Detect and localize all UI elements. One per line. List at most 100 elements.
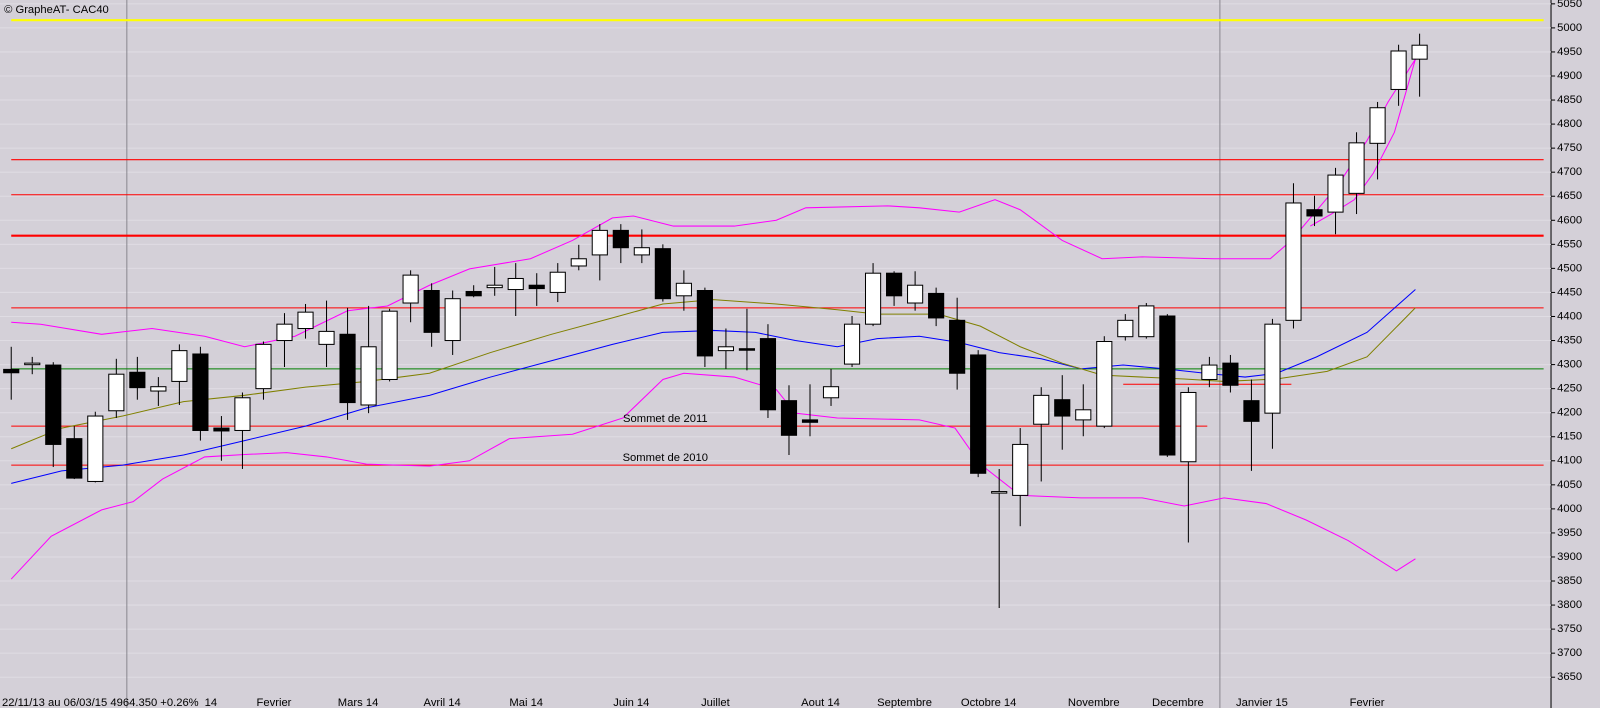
candle-body <box>654 248 671 300</box>
y-tick-label: 3900 <box>1557 551 1582 563</box>
x-tick-label: Septembre <box>877 697 932 708</box>
x-tick-label: Aout 14 <box>801 697 840 708</box>
indicator-line <box>11 299 1416 450</box>
y-tick-label: 4850 <box>1557 94 1582 106</box>
x-tick-label: Avril 14 <box>424 697 461 708</box>
x-tick-label: Juillet <box>701 697 731 708</box>
candle-body <box>171 350 188 382</box>
candle-body <box>1159 315 1176 456</box>
candle-body <box>66 438 83 479</box>
candle-body <box>1285 202 1302 321</box>
candle-body <box>1012 443 1029 496</box>
candle-body <box>360 346 377 406</box>
chart-title: © GrapheAT- CAC40 <box>4 4 109 16</box>
candle-body <box>907 284 924 304</box>
x-tick-label: Janvier 15 <box>1236 697 1288 708</box>
candle-body <box>1222 362 1239 386</box>
y-tick-label: 5000 <box>1557 22 1582 34</box>
indicator-line <box>10 372 1416 580</box>
candle-body <box>213 427 230 432</box>
candle-body <box>864 272 882 325</box>
candle-body <box>1390 50 1407 90</box>
candle-body <box>843 323 861 365</box>
candle-body <box>1117 319 1134 338</box>
y-tick-label: 4250 <box>1557 383 1582 395</box>
labels: 3650 3700 3750 3800 3850 3900 3950 4000 4050 4100… <box>205 0 1582 708</box>
y-tick-label: 3750 <box>1557 623 1582 635</box>
candle-body <box>1180 391 1197 463</box>
candle-body <box>192 353 209 431</box>
candle-body <box>444 298 461 342</box>
x-tick-label: Juin 14 <box>613 697 649 708</box>
candle-body <box>949 319 966 374</box>
candle-body <box>1264 323 1281 414</box>
candle-body <box>465 290 482 297</box>
candle-body <box>318 330 335 345</box>
level-label: Sommet de 2011 <box>623 413 708 425</box>
candle-body <box>1411 44 1428 60</box>
y-tick-label: 3800 <box>1557 599 1582 611</box>
candle-body <box>759 338 777 411</box>
candle-body <box>928 292 945 319</box>
y-tick-label: 4650 <box>1557 190 1582 202</box>
candle-body <box>3 368 20 374</box>
y-tick-label: 4350 <box>1557 335 1582 347</box>
y-tick-label: 3850 <box>1557 575 1582 587</box>
y-tick-label: 4800 <box>1557 118 1582 130</box>
y-tick-label: 4450 <box>1557 286 1582 298</box>
y-tick-label: 4150 <box>1557 431 1582 443</box>
candle-body <box>381 310 398 381</box>
candle-body <box>1369 107 1386 144</box>
y-tick-label: 4100 <box>1557 455 1582 467</box>
y-tick-label: 4950 <box>1557 46 1582 58</box>
candle-body <box>1096 340 1113 427</box>
candle-body <box>255 343 272 390</box>
info-text: 22/11/13 au 06/03/15 4964.350 +0.26% <box>2 697 199 708</box>
y-tick-label: 4550 <box>1557 238 1582 250</box>
candle-body <box>507 277 524 291</box>
candle-body <box>24 362 41 366</box>
candle-body <box>675 282 692 297</box>
y-tick-label: 4000 <box>1557 503 1582 515</box>
candle-body <box>570 258 587 267</box>
candles <box>3 33 1428 608</box>
candle-body <box>339 333 356 404</box>
candle-body <box>1033 394 1050 425</box>
y-tick-label: 3650 <box>1557 671 1582 683</box>
candle-body <box>780 400 798 436</box>
y-tick-label: 3950 <box>1557 527 1582 539</box>
candle-body <box>970 354 987 474</box>
y-tick-label: 4600 <box>1557 214 1582 226</box>
candle-body <box>1306 209 1323 217</box>
candle-body <box>528 284 545 290</box>
candle-body <box>486 284 503 289</box>
candle-body <box>591 229 608 256</box>
candle-body <box>402 274 419 304</box>
candle-body <box>276 323 293 342</box>
candle-body <box>717 346 735 352</box>
x-tick-label: Mars 14 <box>338 697 379 708</box>
candle-body <box>886 272 903 297</box>
x-tick-label: Fevrier <box>1350 697 1385 708</box>
candle-body <box>297 311 314 330</box>
candle-body <box>129 371 146 389</box>
candle-body <box>696 290 713 357</box>
y-tick-label: 4400 <box>1557 310 1582 322</box>
y-tick-label: 4200 <box>1557 407 1582 419</box>
x-tick-label: Novembre <box>1068 697 1120 708</box>
candle-body <box>45 364 62 445</box>
candle-body <box>423 290 440 333</box>
x-tick-label: Mai 14 <box>509 697 543 708</box>
candle-body <box>801 419 819 423</box>
candle-body <box>1054 399 1071 417</box>
x-tick-label: Decembre <box>1152 697 1204 708</box>
y-tick-label: 4300 <box>1557 359 1582 371</box>
candle-body <box>1201 364 1218 381</box>
x-tick-label: Octobre 14 <box>961 697 1017 708</box>
y-tick-label: 4750 <box>1557 142 1582 154</box>
y-tick-label: 3700 <box>1557 647 1582 659</box>
candle-body <box>738 348 756 351</box>
candle-body <box>234 397 251 431</box>
x-tick-label: 14 <box>205 697 217 708</box>
